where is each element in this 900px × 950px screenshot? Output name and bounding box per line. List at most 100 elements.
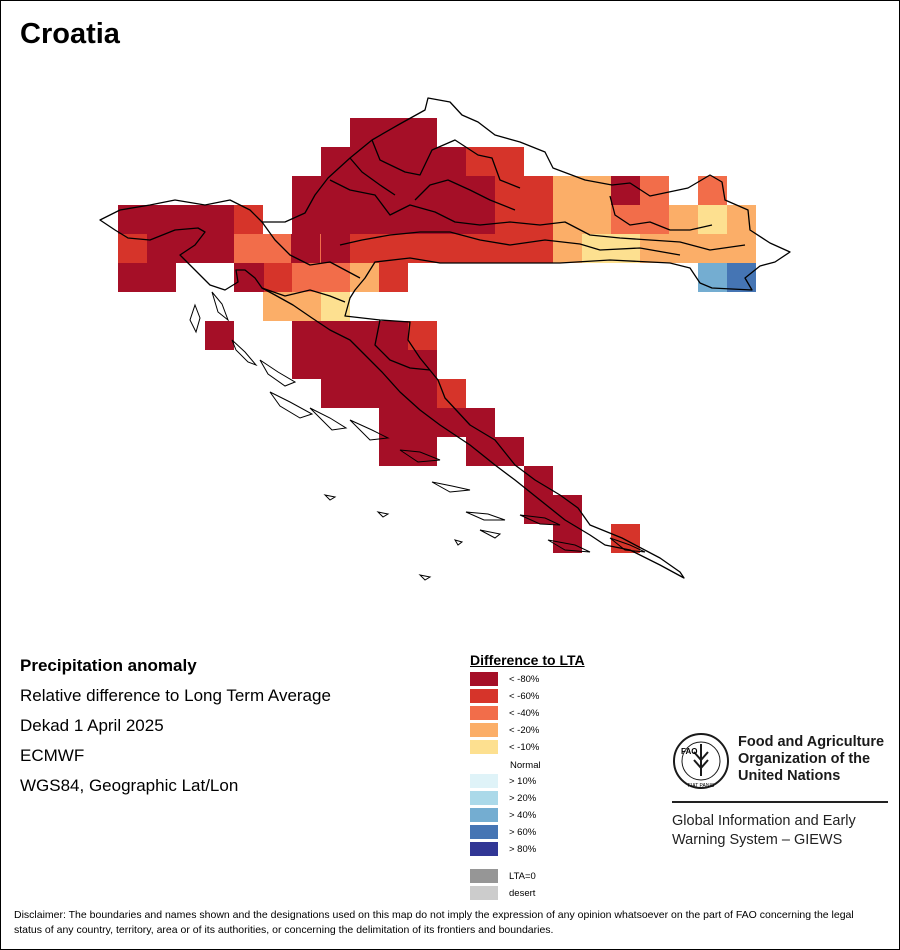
info-heading: Precipitation anomaly (20, 656, 197, 675)
legend-label: < -80% (509, 673, 540, 685)
anomaly-cell (437, 234, 466, 263)
anomaly-cell (553, 205, 582, 234)
anomaly-cell (553, 234, 582, 263)
anomaly-cell (698, 263, 727, 292)
legend-swatch (470, 825, 498, 839)
anomaly-cell (524, 234, 553, 263)
legend-swatch (470, 706, 498, 720)
legend-item: > 60% (470, 825, 536, 839)
legend-item: < -80% (470, 672, 539, 686)
anomaly-cell (466, 408, 495, 437)
anomaly-cell (379, 321, 408, 350)
legend-label: desert (509, 887, 536, 899)
legend-label: > 10% (509, 775, 537, 787)
anomaly-cell (727, 234, 756, 263)
country-boundary (99, 97, 791, 579)
legend-label: > 60% (509, 826, 537, 838)
fao-name-line-1: Food and Agriculture (738, 734, 885, 750)
anomaly-cell (408, 147, 437, 176)
anomaly-cell (408, 350, 437, 379)
anomaly-cell (291, 234, 320, 263)
islands (189, 291, 646, 581)
anomaly-cell (350, 118, 379, 147)
legend-label: < -20% (509, 724, 540, 736)
legend-swatch (470, 689, 498, 703)
anomaly-cell (350, 263, 379, 292)
anomaly-cell (669, 234, 698, 263)
anomaly-cell (379, 408, 408, 437)
fao-logo-motto: FIAT PANIS (688, 783, 715, 789)
anomaly-cell (350, 321, 379, 350)
anomaly-cell (292, 292, 321, 321)
anomaly-cell (379, 437, 408, 466)
anomaly-cell (292, 263, 321, 292)
fao-divider (672, 801, 888, 803)
legend: Difference to LTA < -80% < -60% < -40% < -2… (470, 652, 585, 900)
anomaly-cell (466, 147, 495, 176)
legend-label: > 40% (509, 809, 537, 821)
anomaly-cell (437, 176, 466, 205)
anomaly-cell (611, 205, 640, 234)
anomaly-cell (408, 321, 437, 350)
legend-label: < -40% (509, 707, 540, 719)
map-title: Croatia (20, 18, 120, 50)
anomaly-cell (553, 176, 582, 205)
anomaly-cell (466, 234, 495, 263)
legend-swatch (470, 808, 498, 822)
anomaly-cell (727, 205, 756, 234)
anomaly-cell (292, 176, 321, 205)
legend-item: < -60% (470, 689, 539, 703)
anomaly-cell (437, 205, 466, 234)
anomaly-cell (727, 263, 756, 292)
disclaimer: Disclaimer: The boundaries and names sho… (14, 909, 854, 936)
anomaly-map (99, 97, 791, 581)
anomaly-cell (147, 263, 176, 292)
anomaly-cell (466, 205, 495, 234)
anomaly-cell (321, 350, 350, 379)
anomaly-cell (379, 263, 408, 292)
anomaly-cell (437, 147, 466, 176)
anomaly-cell (350, 205, 379, 234)
anomaly-cell (350, 379, 379, 408)
legend-item: > 40% (470, 808, 536, 822)
anomaly-cell (263, 263, 292, 292)
legend-item: > 80% (470, 842, 536, 856)
anomaly-cell (408, 408, 437, 437)
anomaly-cell (698, 205, 727, 234)
info-line-1: Relative difference to Long Term Average (20, 686, 331, 705)
anomaly-cell (524, 205, 553, 234)
anomaly-cell (205, 205, 234, 234)
legend-item: > 10% (470, 774, 536, 788)
anomaly-cell (147, 205, 176, 234)
info-line-3: ECMWF (20, 746, 85, 765)
anomaly-cell (524, 176, 553, 205)
anomaly-cell (321, 321, 350, 350)
giews-line-1: Global Information and Early (672, 813, 856, 829)
anomaly-cell (235, 263, 264, 292)
legend-item: < -10% (470, 740, 539, 754)
giews-name: Global Information and Early Warning Sys… (672, 812, 856, 850)
legend-item: < -20% (470, 723, 539, 737)
anomaly-cell (205, 234, 234, 263)
legend-title: Difference to LTA (470, 652, 585, 668)
anomaly-cell (350, 234, 379, 263)
legend-label: > 80% (509, 843, 537, 855)
anomaly-cell (263, 234, 292, 263)
anomaly-cell (118, 263, 147, 292)
anomaly-cell (379, 379, 408, 408)
legend-label: < -10% (509, 741, 540, 753)
legend-swatch (470, 740, 498, 754)
anomaly-cell (582, 205, 611, 234)
legend-swatch (470, 672, 498, 686)
anomaly-cell (379, 350, 408, 379)
anomaly-cell (321, 379, 350, 408)
anomaly-cell (408, 205, 437, 234)
anomaly-cell (234, 234, 263, 263)
legend-item: < -40% (470, 706, 539, 720)
legend-label: < -60% (509, 690, 540, 702)
legend-label: > 20% (509, 792, 537, 804)
fao-logo-letter-f: FAO (681, 747, 697, 756)
fao-name: Food and Agriculture Organization of the… (738, 734, 884, 785)
anomaly-cell (205, 321, 234, 350)
anomaly-cell (611, 176, 640, 205)
